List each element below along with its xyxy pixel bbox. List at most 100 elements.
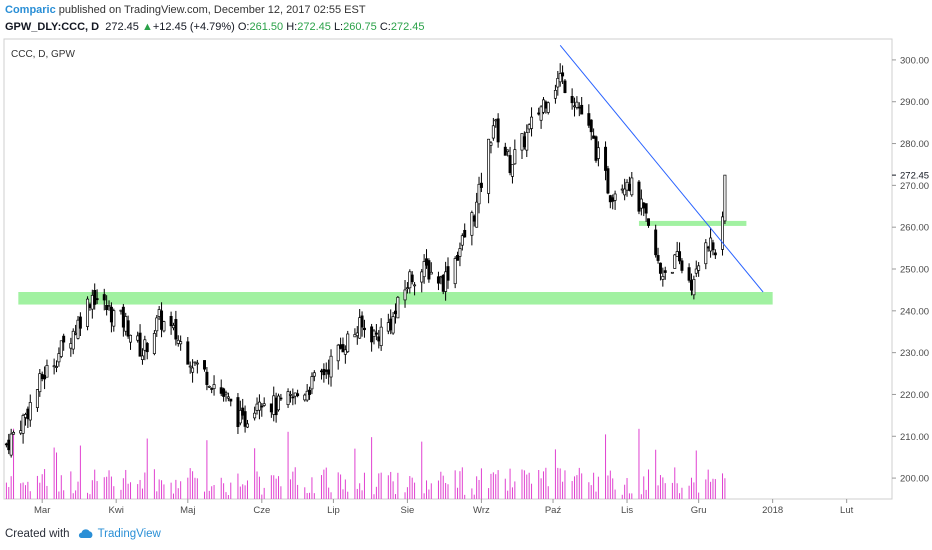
y-tick-label: 300.00 <box>900 55 929 66</box>
x-tick-label: Lis <box>621 505 633 516</box>
candle-body <box>336 344 340 362</box>
candle-body <box>121 306 125 328</box>
candle-body <box>136 335 140 341</box>
tradingview-link[interactable]: TradingView <box>97 528 161 540</box>
candle-body <box>55 366 59 368</box>
trendline-layer[interactable] <box>559 44 764 293</box>
candle-body <box>358 317 362 339</box>
candle-body <box>389 318 393 331</box>
candle-body <box>713 252 717 256</box>
candle-body <box>561 72 565 77</box>
time-axis[interactable]: Mar Kwi Maj Cze Lip Sie Wrz Paź Lis Gru 2018 Lut <box>34 499 854 516</box>
candle-body <box>558 73 562 83</box>
candle-body <box>692 278 696 296</box>
candle-body <box>379 326 383 346</box>
candle-body <box>212 384 216 389</box>
candle-body <box>74 332 78 335</box>
publish-header: Comparic published on TradingView.com, D… <box>5 4 366 16</box>
candle-body <box>195 362 199 365</box>
candle-body <box>510 164 514 177</box>
price-axis[interactable]: 200.00 210.00 220.00 230.00 240.00 250.00 260.… <box>892 55 929 485</box>
candle-body <box>491 125 495 139</box>
candle-body <box>155 317 159 332</box>
candle-body <box>86 298 90 327</box>
candle-body <box>346 333 350 353</box>
candle-body <box>57 353 61 363</box>
candle-body <box>620 188 624 191</box>
high-value: 272.45 <box>297 21 331 33</box>
x-tick-label: Wrz <box>473 505 490 516</box>
candle-body <box>257 401 261 411</box>
candle-body <box>689 280 693 291</box>
candle-body <box>339 344 343 349</box>
candle-body <box>222 388 226 397</box>
close-value: 272.45 <box>390 21 425 33</box>
candle-body <box>522 136 526 148</box>
candle-body <box>341 344 345 353</box>
candle-body <box>343 349 347 355</box>
x-tick-label: Sie <box>401 505 415 516</box>
candle-body <box>721 216 725 250</box>
author-link[interactable]: Comparic <box>5 4 56 16</box>
candle-body <box>374 332 378 335</box>
candle-body <box>362 327 366 331</box>
candle-body <box>193 361 197 364</box>
candle-body <box>530 116 534 129</box>
candle-body <box>592 135 596 139</box>
candle-body <box>288 394 292 396</box>
candle-body <box>553 90 557 99</box>
candle-body <box>241 407 245 416</box>
candle-body <box>458 248 462 257</box>
candle-body <box>697 265 701 271</box>
candle-body <box>308 389 312 395</box>
candle-body <box>38 373 42 393</box>
candle-body <box>322 368 326 376</box>
candle-body <box>391 316 395 334</box>
candle-body <box>90 295 94 310</box>
candle-body <box>611 197 615 202</box>
candle-body <box>7 439 11 451</box>
candle-body <box>324 369 328 372</box>
candle-body <box>76 319 80 339</box>
candle-body <box>654 229 658 256</box>
resistance-trendline[interactable] <box>559 44 764 293</box>
candle-body <box>107 305 111 307</box>
footer: Created with TradingView <box>5 528 161 540</box>
y-tick-label: 280.00 <box>900 139 929 150</box>
candle-body <box>410 274 414 283</box>
candle-body <box>262 403 266 406</box>
candle-body <box>179 341 183 345</box>
candle-body <box>608 195 612 203</box>
candle-body <box>269 403 273 413</box>
candle-body <box>40 373 44 380</box>
symbol-name[interactable]: GPW_DLY:CCC, D <box>5 21 100 33</box>
candle-body <box>9 433 13 456</box>
support-zone <box>18 292 773 305</box>
candle-body <box>706 246 710 249</box>
candle-body <box>460 235 464 246</box>
candle-body <box>427 260 431 280</box>
candle-body <box>224 392 228 395</box>
candle-body <box>637 181 641 212</box>
candle-body <box>408 271 412 289</box>
candle-body <box>663 270 667 273</box>
candle-body <box>176 339 180 344</box>
candle-body <box>413 284 417 287</box>
candle-body <box>186 341 190 365</box>
candle-body <box>627 183 631 191</box>
candle-body <box>508 155 512 174</box>
candle-body <box>26 408 30 420</box>
candle-body <box>93 289 97 305</box>
support-zones <box>18 220 773 305</box>
candle-body <box>291 396 295 399</box>
candle-body <box>236 397 240 428</box>
symbol-legend: GPW_DLY:CCC, D 272.45 ▲+12.45 (+4.79%) O… <box>5 21 425 33</box>
candle-body <box>587 113 591 126</box>
candle-body <box>28 402 32 421</box>
y-tick-label: 210.00 <box>900 432 929 443</box>
candle-body <box>496 118 500 143</box>
candle-body <box>539 106 543 121</box>
candle-body <box>506 149 510 152</box>
candle-body <box>694 268 698 274</box>
